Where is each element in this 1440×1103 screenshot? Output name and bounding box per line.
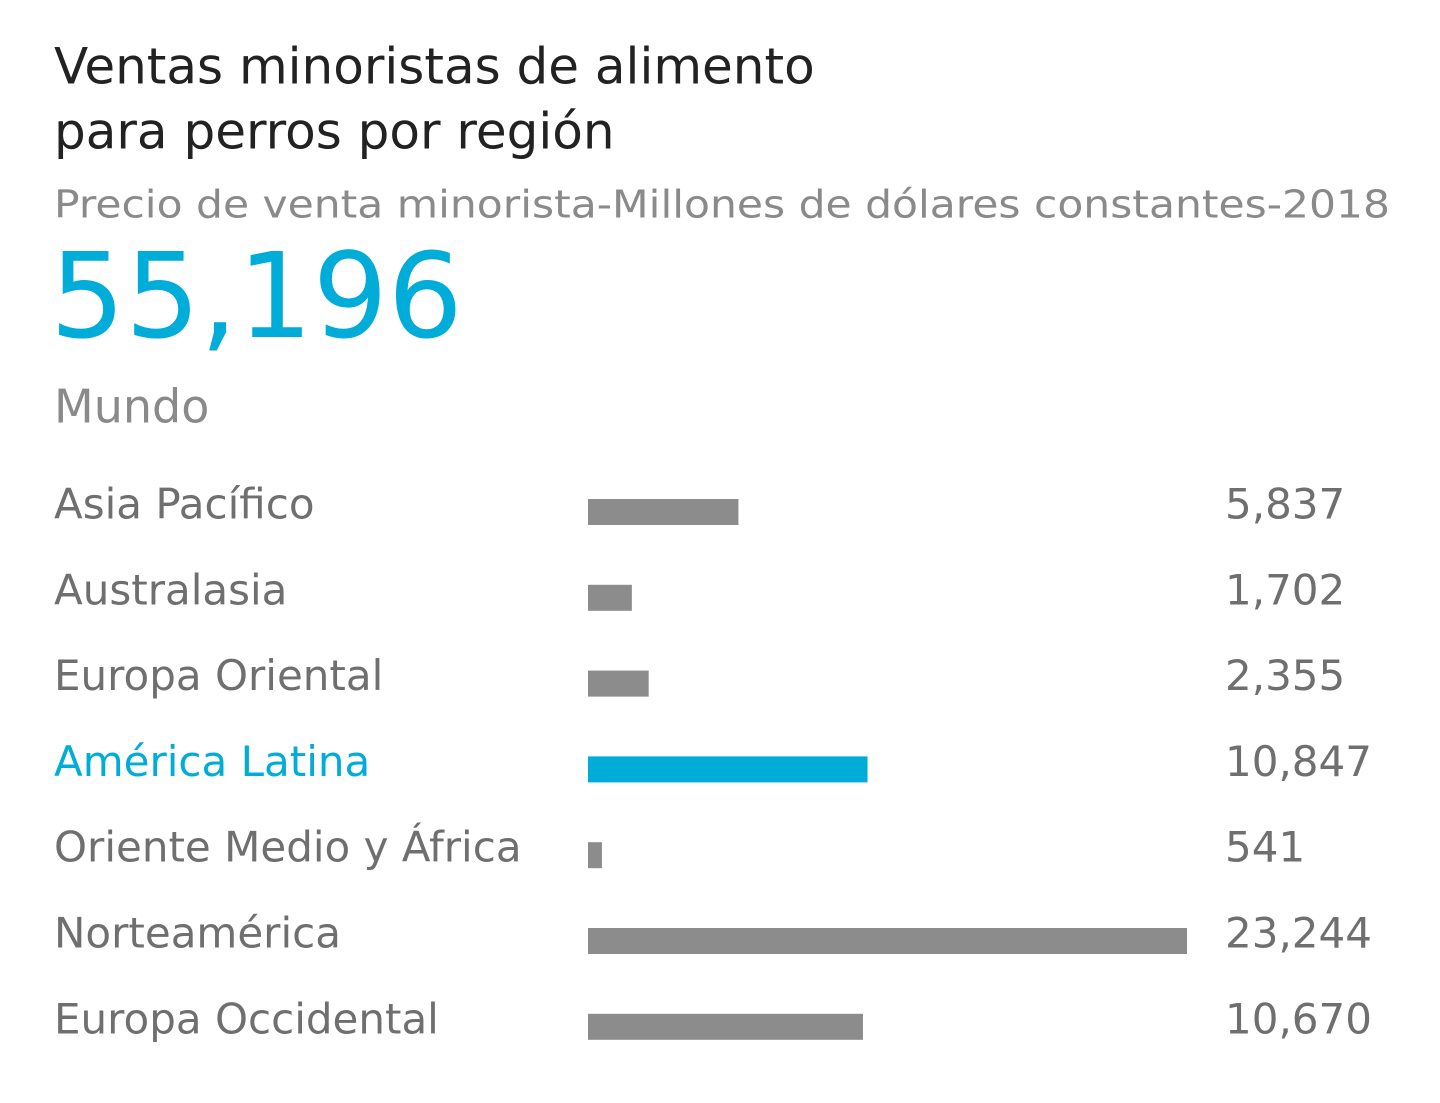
category-label: Norteamérica — [54, 909, 341, 958]
category-label: América Latina — [54, 737, 370, 786]
total-value: 55,196 — [50, 227, 463, 365]
bar — [588, 1013, 863, 1040]
category-label: Asia Pacífico — [54, 480, 315, 529]
total-name: Mundo — [54, 380, 209, 434]
value-label: 1,702 — [1225, 565, 1345, 614]
value-label: 23,244 — [1225, 909, 1372, 958]
bar — [588, 499, 739, 525]
bar — [588, 842, 602, 869]
value-label: 2,355 — [1225, 651, 1345, 700]
chart-title: para perros por región — [54, 103, 615, 161]
category-label: Oriente Medio y África — [54, 822, 522, 872]
value-label: 5,837 — [1225, 480, 1345, 529]
value-label: 10,670 — [1225, 994, 1372, 1043]
category-label: Europa Occidental — [54, 994, 439, 1043]
bar — [588, 928, 1187, 954]
category-label: Australasia — [54, 565, 287, 614]
bar — [588, 756, 868, 783]
bar — [588, 584, 632, 611]
bar — [588, 670, 649, 697]
value-label: 541 — [1225, 823, 1305, 872]
value-label: 10,847 — [1225, 737, 1372, 786]
category-label: Europa Oriental — [54, 651, 383, 700]
chart-subtitle: Precio de venta minorista-Millones de dó… — [54, 183, 1390, 227]
chart-title: Ventas minoristas de alimento — [54, 38, 815, 96]
